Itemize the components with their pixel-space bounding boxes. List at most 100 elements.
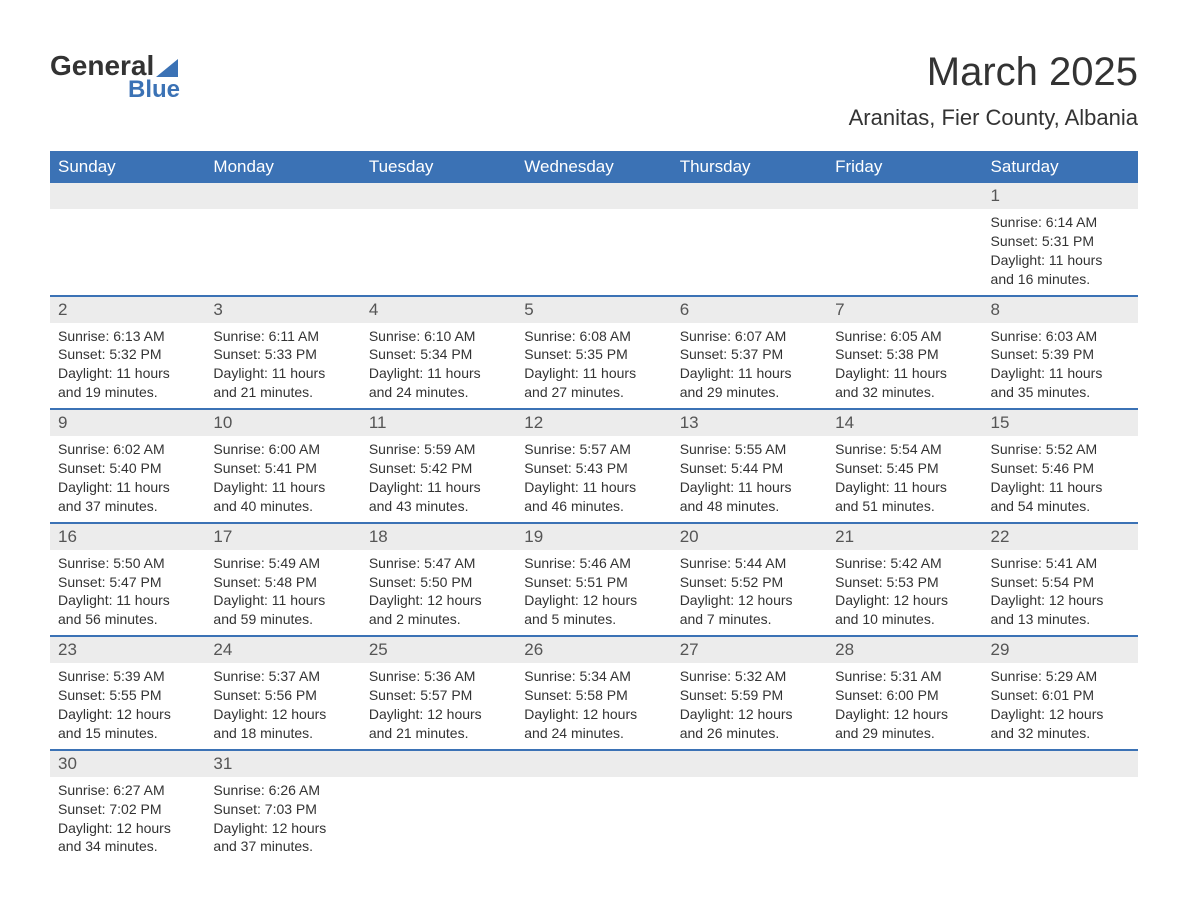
day-number: 2	[50, 297, 205, 323]
day-d2: and 46 minutes.	[524, 497, 663, 516]
day-body: Sunrise: 5:59 AMSunset: 5:42 PMDaylight:…	[361, 436, 516, 522]
day-body: Sunrise: 6:26 AMSunset: 7:03 PMDaylight:…	[205, 777, 360, 863]
day-sunrise: Sunrise: 6:13 AM	[58, 327, 197, 346]
day-sunrise: Sunrise: 5:31 AM	[835, 667, 974, 686]
day-body: Sunrise: 5:29 AMSunset: 6:01 PMDaylight:…	[983, 663, 1138, 749]
day-sunset: Sunset: 5:42 PM	[369, 459, 508, 478]
day-number: 15	[983, 410, 1138, 436]
day-sunset: Sunset: 5:52 PM	[680, 573, 819, 592]
day-d1: Daylight: 11 hours	[835, 364, 974, 383]
day-sunset: Sunset: 7:02 PM	[58, 800, 197, 819]
day-body	[205, 209, 360, 219]
day-d1: Daylight: 11 hours	[369, 364, 508, 383]
day-d1: Daylight: 12 hours	[835, 591, 974, 610]
weekday-wed: Wednesday	[516, 151, 671, 183]
day-number: 29	[983, 637, 1138, 663]
day-d1: Daylight: 12 hours	[991, 591, 1130, 610]
day-cell: 20Sunrise: 5:44 AMSunset: 5:52 PMDayligh…	[672, 524, 827, 636]
day-cell: 4Sunrise: 6:10 AMSunset: 5:34 PMDaylight…	[361, 297, 516, 409]
weekday-fri: Friday	[827, 151, 982, 183]
day-number	[205, 183, 360, 209]
location: Aranitas, Fier County, Albania	[849, 105, 1138, 131]
day-d1: Daylight: 11 hours	[680, 478, 819, 497]
day-cell: 30Sunrise: 6:27 AMSunset: 7:02 PMDayligh…	[50, 751, 205, 863]
day-sunrise: Sunrise: 5:46 AM	[524, 554, 663, 573]
day-d2: and 16 minutes.	[991, 270, 1130, 289]
day-sunrise: Sunrise: 5:42 AM	[835, 554, 974, 573]
day-cell: 29Sunrise: 5:29 AMSunset: 6:01 PMDayligh…	[983, 637, 1138, 749]
day-number	[516, 751, 671, 777]
day-body: Sunrise: 5:46 AMSunset: 5:51 PMDaylight:…	[516, 550, 671, 636]
day-d2: and 21 minutes.	[369, 724, 508, 743]
day-number: 20	[672, 524, 827, 550]
day-body: Sunrise: 5:44 AMSunset: 5:52 PMDaylight:…	[672, 550, 827, 636]
day-d2: and 59 minutes.	[213, 610, 352, 629]
day-cell: 17Sunrise: 5:49 AMSunset: 5:48 PMDayligh…	[205, 524, 360, 636]
day-cell	[827, 751, 982, 863]
day-cell: 27Sunrise: 5:32 AMSunset: 5:59 PMDayligh…	[672, 637, 827, 749]
weekday-mon: Monday	[205, 151, 360, 183]
day-sunset: Sunset: 5:50 PM	[369, 573, 508, 592]
day-number	[827, 183, 982, 209]
day-sunrise: Sunrise: 5:44 AM	[680, 554, 819, 573]
day-d2: and 29 minutes.	[835, 724, 974, 743]
day-sunrise: Sunrise: 6:03 AM	[991, 327, 1130, 346]
day-d1: Daylight: 12 hours	[680, 591, 819, 610]
day-sunrise: Sunrise: 5:47 AM	[369, 554, 508, 573]
day-cell: 15Sunrise: 5:52 AMSunset: 5:46 PMDayligh…	[983, 410, 1138, 522]
day-sunset: Sunset: 6:01 PM	[991, 686, 1130, 705]
week-row: 2Sunrise: 6:13 AMSunset: 5:32 PMDaylight…	[50, 297, 1138, 411]
day-number: 22	[983, 524, 1138, 550]
day-body: Sunrise: 5:57 AMSunset: 5:43 PMDaylight:…	[516, 436, 671, 522]
day-d1: Daylight: 12 hours	[58, 819, 197, 838]
day-body: Sunrise: 5:41 AMSunset: 5:54 PMDaylight:…	[983, 550, 1138, 636]
day-d2: and 13 minutes.	[991, 610, 1130, 629]
day-d1: Daylight: 11 hours	[991, 251, 1130, 270]
day-body: Sunrise: 6:11 AMSunset: 5:33 PMDaylight:…	[205, 323, 360, 409]
day-body	[827, 777, 982, 787]
day-d2: and 56 minutes.	[58, 610, 197, 629]
day-sunrise: Sunrise: 5:37 AM	[213, 667, 352, 686]
day-cell: 21Sunrise: 5:42 AMSunset: 5:53 PMDayligh…	[827, 524, 982, 636]
day-sunrise: Sunrise: 5:50 AM	[58, 554, 197, 573]
day-d2: and 5 minutes.	[524, 610, 663, 629]
day-cell: 26Sunrise: 5:34 AMSunset: 5:58 PMDayligh…	[516, 637, 671, 749]
day-d2: and 2 minutes.	[369, 610, 508, 629]
day-body	[516, 777, 671, 787]
day-body	[672, 209, 827, 219]
day-body	[516, 209, 671, 219]
day-sunrise: Sunrise: 6:08 AM	[524, 327, 663, 346]
day-sunrise: Sunrise: 5:36 AM	[369, 667, 508, 686]
logo-triangle-icon	[156, 59, 178, 77]
day-sunrise: Sunrise: 5:34 AM	[524, 667, 663, 686]
day-cell: 2Sunrise: 6:13 AMSunset: 5:32 PMDaylight…	[50, 297, 205, 409]
day-body	[361, 209, 516, 219]
calendar: Sunday Monday Tuesday Wednesday Thursday…	[50, 151, 1138, 862]
day-d2: and 43 minutes.	[369, 497, 508, 516]
day-sunrise: Sunrise: 5:57 AM	[524, 440, 663, 459]
day-body	[361, 777, 516, 787]
day-sunset: Sunset: 7:03 PM	[213, 800, 352, 819]
day-cell: 18Sunrise: 5:47 AMSunset: 5:50 PMDayligh…	[361, 524, 516, 636]
day-body: Sunrise: 5:50 AMSunset: 5:47 PMDaylight:…	[50, 550, 205, 636]
day-d1: Daylight: 12 hours	[369, 591, 508, 610]
day-cell	[672, 751, 827, 863]
day-d1: Daylight: 12 hours	[58, 705, 197, 724]
day-sunset: Sunset: 5:55 PM	[58, 686, 197, 705]
weekday-sun: Sunday	[50, 151, 205, 183]
day-body: Sunrise: 6:14 AMSunset: 5:31 PMDaylight:…	[983, 209, 1138, 295]
day-sunset: Sunset: 5:39 PM	[991, 345, 1130, 364]
day-cell	[361, 751, 516, 863]
day-cell	[827, 183, 982, 295]
day-number	[361, 183, 516, 209]
day-d2: and 29 minutes.	[680, 383, 819, 402]
day-cell: 25Sunrise: 5:36 AMSunset: 5:57 PMDayligh…	[361, 637, 516, 749]
day-sunrise: Sunrise: 6:11 AM	[213, 327, 352, 346]
day-cell: 13Sunrise: 5:55 AMSunset: 5:44 PMDayligh…	[672, 410, 827, 522]
day-body: Sunrise: 6:00 AMSunset: 5:41 PMDaylight:…	[205, 436, 360, 522]
day-sunrise: Sunrise: 6:14 AM	[991, 213, 1130, 232]
day-cell: 7Sunrise: 6:05 AMSunset: 5:38 PMDaylight…	[827, 297, 982, 409]
day-body: Sunrise: 5:55 AMSunset: 5:44 PMDaylight:…	[672, 436, 827, 522]
day-cell: 1Sunrise: 6:14 AMSunset: 5:31 PMDaylight…	[983, 183, 1138, 295]
day-number: 16	[50, 524, 205, 550]
